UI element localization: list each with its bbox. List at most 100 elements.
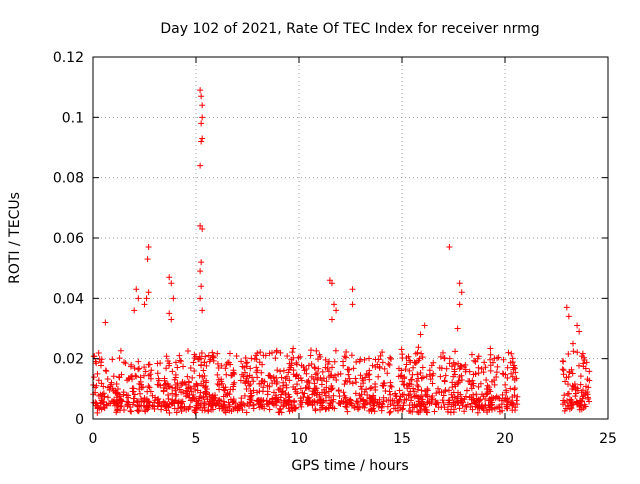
data-point: [313, 392, 320, 399]
data-point: [99, 399, 106, 406]
data-point: [145, 289, 152, 296]
data-point: [222, 384, 229, 391]
data-point: [388, 383, 395, 390]
data-point: [184, 385, 191, 392]
data-point: [503, 387, 510, 394]
data-point: [178, 408, 185, 415]
data-point: [122, 360, 129, 367]
data-point: [572, 386, 579, 393]
data-point: [210, 357, 217, 364]
data-point: [458, 376, 465, 383]
data-point: [116, 355, 123, 362]
data-point: [473, 391, 480, 398]
data-point: [427, 376, 434, 383]
data-point: [305, 362, 312, 369]
data-point: [214, 360, 221, 367]
data-point: [578, 389, 585, 396]
data-point: [457, 364, 464, 371]
data-point: [330, 392, 337, 399]
data-point: [335, 387, 342, 394]
data-point: [343, 348, 350, 355]
data-point: [433, 390, 440, 397]
data-point: [319, 404, 326, 411]
x-tick-label: 25: [599, 431, 617, 447]
data-point: [95, 392, 102, 399]
data-point: [302, 384, 309, 391]
data-point: [125, 399, 132, 406]
data-point: [303, 366, 310, 373]
data-point: [314, 376, 321, 383]
data-point: [584, 376, 591, 383]
data-point: [377, 352, 384, 359]
data-point: [243, 409, 250, 416]
data-point: [484, 409, 491, 416]
data-point: [200, 367, 207, 374]
y-tick-label: 0: [75, 412, 84, 428]
data-point: [203, 393, 210, 400]
data-point: [203, 362, 210, 369]
data-point: [135, 366, 142, 373]
data-point: [198, 349, 205, 356]
data-point: [579, 393, 586, 400]
data-point: [279, 388, 286, 395]
data-point: [400, 402, 407, 409]
data-point: [129, 401, 136, 408]
data-point: [438, 404, 445, 411]
data-point: [488, 397, 495, 404]
data-point: [90, 374, 97, 381]
data-point: [209, 401, 216, 408]
data-point: [293, 372, 300, 379]
data-point: [403, 361, 410, 368]
data-point: [379, 359, 386, 366]
data-point: [381, 380, 388, 387]
data-point: [376, 401, 383, 408]
data-point: [104, 384, 111, 391]
data-point: [442, 388, 449, 395]
data-point: [456, 301, 463, 308]
data-point: [350, 365, 357, 372]
data-point: [317, 397, 324, 404]
data-point: [275, 409, 282, 416]
data-point: [219, 405, 226, 412]
data-point: [246, 402, 253, 409]
y-axis-label: ROTI / TECUs: [7, 192, 23, 284]
data-point: [360, 377, 367, 384]
data-point: [564, 402, 571, 409]
data-point: [288, 402, 295, 409]
data-point: [499, 370, 506, 377]
data-point: [354, 398, 361, 405]
data-point: [451, 368, 458, 375]
data-point: [120, 391, 127, 398]
data-point: [495, 403, 502, 410]
data-point: [510, 366, 517, 373]
data-point: [502, 381, 509, 388]
data-point: [482, 364, 489, 371]
data-point: [418, 350, 425, 357]
data-point: [114, 397, 121, 404]
data-point: [282, 391, 289, 398]
data-point: [306, 385, 313, 392]
data-point: [230, 383, 237, 390]
data-point: [565, 351, 572, 358]
data-point: [430, 359, 437, 366]
data-point: [256, 388, 263, 395]
data-point: [197, 162, 204, 169]
data-point: [580, 354, 587, 361]
data-point: [130, 385, 137, 392]
data-point: [264, 391, 271, 398]
y-tick-label: 0.08: [53, 171, 84, 187]
data-point: [198, 93, 205, 100]
data-point: [458, 397, 465, 404]
data-point: [146, 384, 153, 391]
data-point: [169, 390, 176, 397]
data-point: [418, 387, 425, 394]
data-point: [395, 365, 402, 372]
data-point: [172, 371, 179, 378]
data-point: [423, 373, 430, 380]
data-point: [430, 370, 437, 377]
data-point: [473, 400, 480, 407]
data-point: [493, 373, 500, 380]
data-point: [135, 358, 142, 365]
data-point: [168, 280, 175, 287]
data-point: [381, 365, 388, 372]
